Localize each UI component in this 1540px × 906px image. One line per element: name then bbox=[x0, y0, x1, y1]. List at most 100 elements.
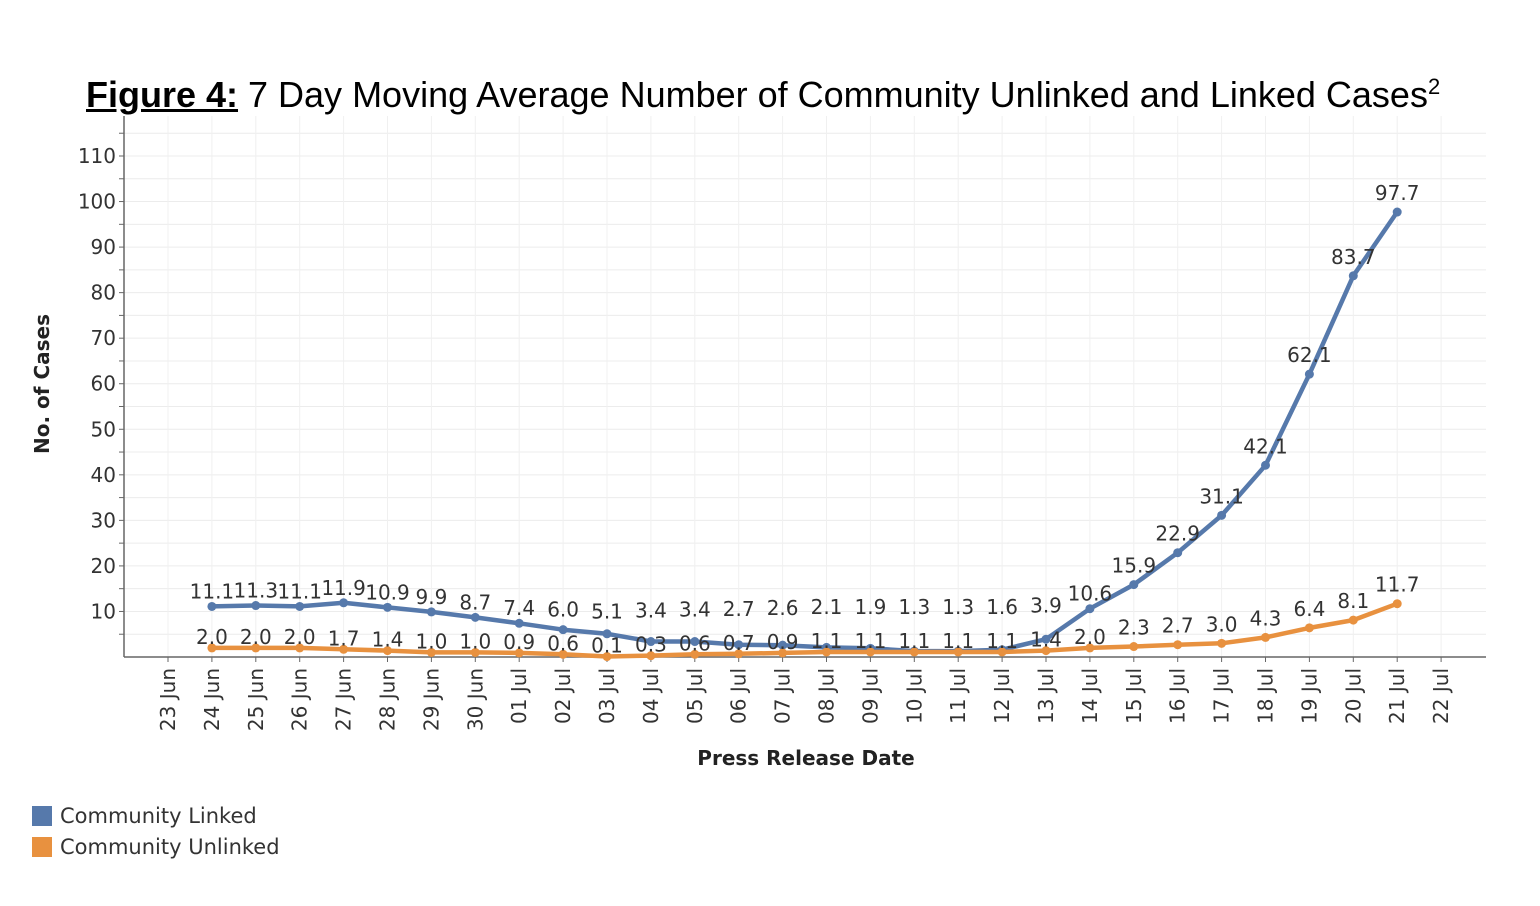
x-tick-label: 14 Jul bbox=[1078, 668, 1102, 724]
data-label-unlinked: 3.0 bbox=[1206, 612, 1238, 636]
data-point bbox=[646, 651, 656, 661]
data-label-linked: 5.1 bbox=[591, 600, 623, 624]
data-label-unlinked: 0.1 bbox=[591, 634, 623, 658]
data-point bbox=[953, 647, 963, 657]
data-label-unlinked: 11.7 bbox=[1375, 573, 1420, 597]
legend-swatch-linked bbox=[32, 805, 52, 826]
data-point bbox=[778, 648, 788, 658]
x-tick-label: 06 Jul bbox=[727, 668, 751, 724]
data-label-unlinked: 2.0 bbox=[196, 625, 228, 649]
data-point bbox=[207, 601, 217, 611]
data-label-unlinked: 0.9 bbox=[767, 630, 799, 654]
x-tick-label: 28 Jun bbox=[376, 668, 400, 731]
data-point bbox=[295, 643, 305, 653]
data-point bbox=[383, 646, 392, 656]
y-tick-label: 20 bbox=[91, 554, 116, 578]
y-tick-label: 90 bbox=[91, 235, 116, 259]
data-label-unlinked: 0.3 bbox=[635, 633, 667, 657]
data-label-linked: 10.9 bbox=[365, 580, 410, 604]
series-line-linked bbox=[209, 209, 1400, 654]
data-point bbox=[514, 618, 524, 628]
x-tick-label: 13 Jul bbox=[1034, 668, 1058, 724]
data-label-linked: 11.3 bbox=[234, 579, 279, 603]
x-tick-label: 20 Jul bbox=[1341, 668, 1365, 724]
data-label-unlinked: 1.7 bbox=[328, 626, 360, 650]
data-point bbox=[558, 625, 568, 635]
data-label-unlinked: 1.0 bbox=[415, 629, 447, 653]
data-point bbox=[295, 601, 305, 611]
x-tick-label: 25 Jun bbox=[244, 668, 268, 731]
data-point bbox=[1173, 640, 1183, 650]
data-point bbox=[822, 647, 831, 657]
data-point bbox=[339, 598, 349, 608]
y-tick-label: 110 bbox=[78, 144, 116, 168]
data-label-unlinked: 4.3 bbox=[1250, 606, 1282, 630]
data-label-unlinked: 2.0 bbox=[240, 625, 272, 649]
data-point bbox=[251, 601, 261, 611]
data-label-linked: 22.9 bbox=[1155, 522, 1200, 546]
x-tick-label: 30 Jun bbox=[463, 668, 487, 731]
data-label-linked: 15.9 bbox=[1112, 554, 1157, 578]
x-tick-label: 18 Jul bbox=[1254, 668, 1278, 724]
x-tick-label: 12 Jul bbox=[990, 668, 1014, 724]
data-point bbox=[1217, 510, 1227, 520]
data-point bbox=[690, 637, 700, 647]
figure-title-text: 7 Day Moving Average Number of Community… bbox=[238, 74, 1428, 115]
data-point bbox=[734, 649, 744, 659]
data-point bbox=[1173, 548, 1183, 558]
data-label-linked: 3.9 bbox=[1030, 594, 1062, 618]
data-label-unlinked: 0.9 bbox=[503, 630, 535, 654]
data-label-unlinked: 1.1 bbox=[986, 629, 1018, 653]
data-point bbox=[646, 637, 656, 647]
data-label-linked: 83.7 bbox=[1331, 245, 1376, 269]
figure-label: Figure 4: bbox=[86, 74, 239, 115]
x-tick-label: 22 Jul bbox=[1429, 668, 1453, 724]
data-point bbox=[426, 647, 436, 657]
data-point bbox=[1261, 460, 1270, 470]
data-label-linked: 11.1 bbox=[190, 579, 235, 603]
data-label-unlinked: 8.1 bbox=[1337, 589, 1369, 613]
y-tick-label: 30 bbox=[91, 508, 116, 532]
data-point bbox=[558, 649, 568, 659]
x-tick-label: 11 Jul bbox=[946, 668, 970, 724]
data-label-linked: 9.9 bbox=[415, 585, 447, 609]
data-label-unlinked: 6.4 bbox=[1293, 597, 1325, 621]
legend-item-linked: Community Linked bbox=[32, 800, 280, 831]
series-group bbox=[207, 207, 1402, 662]
data-label-unlinked: 1.1 bbox=[898, 629, 930, 653]
data-label-linked: 3.4 bbox=[635, 599, 667, 623]
data-point bbox=[1129, 642, 1139, 652]
data-point bbox=[1041, 646, 1051, 656]
y-tick-label: 10 bbox=[91, 599, 116, 623]
data-point bbox=[1392, 207, 1402, 217]
data-label-unlinked: 0.6 bbox=[679, 631, 711, 655]
data-label-linked: 2.6 bbox=[767, 596, 799, 620]
footnote-marker: 2 bbox=[1427, 74, 1441, 99]
y-tick-label: 80 bbox=[91, 281, 116, 305]
data-label-unlinked: 2.0 bbox=[284, 625, 316, 649]
x-axis-title: Press Release Date bbox=[697, 746, 914, 770]
data-label-linked: 10.6 bbox=[1068, 582, 1113, 606]
data-label-unlinked: 1.1 bbox=[811, 629, 843, 653]
data-label-unlinked: 2.7 bbox=[1162, 614, 1194, 638]
data-point bbox=[602, 652, 612, 662]
y-tick-label: 70 bbox=[91, 326, 116, 350]
data-point bbox=[778, 640, 788, 650]
data-label-linked: 1.9 bbox=[854, 595, 886, 619]
data-label-linked: 31.1 bbox=[1199, 484, 1244, 508]
data-point bbox=[1085, 604, 1095, 614]
x-tick-label: 29 Jun bbox=[419, 668, 443, 731]
x-tick-label: 05 Jul bbox=[683, 668, 707, 724]
x-tick-label: 16 Jul bbox=[1166, 668, 1190, 724]
data-label-unlinked: 1.4 bbox=[372, 628, 404, 652]
data-point bbox=[734, 640, 744, 650]
data-point bbox=[514, 648, 524, 658]
x-tick-label: 21 Jul bbox=[1385, 668, 1409, 724]
data-point bbox=[1304, 369, 1314, 379]
x-tick-label: 08 Jul bbox=[815, 668, 839, 724]
x-tick-label: 24 Jun bbox=[200, 668, 224, 731]
y-tick-label: 60 bbox=[91, 372, 116, 396]
x-tick-label: 10 Jul bbox=[902, 668, 926, 724]
data-point bbox=[1129, 580, 1139, 590]
